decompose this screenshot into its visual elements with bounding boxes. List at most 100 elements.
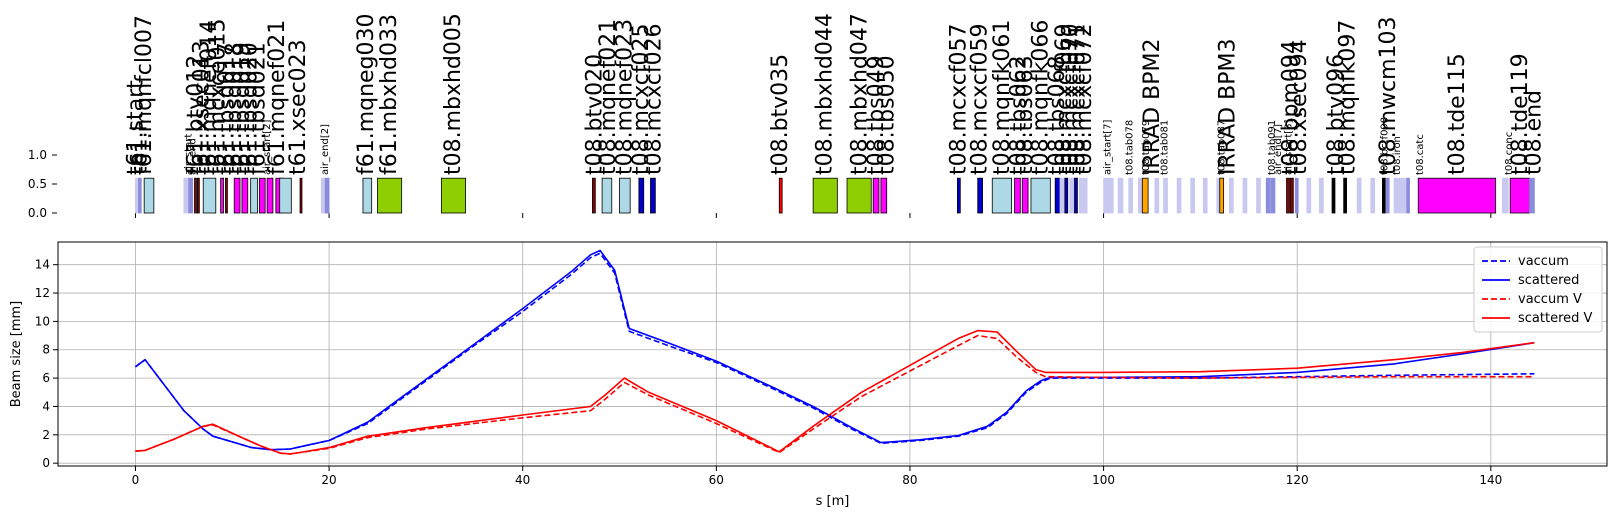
element-label: t08.tbs050: [875, 55, 900, 175]
beamline-element: [188, 177, 193, 214]
y-tick-label: 4: [42, 399, 50, 413]
element-label: t08.tbs049: [864, 55, 889, 175]
element-label: t08.mqnef023: [612, 19, 637, 175]
element-label: t08.mcxcf072: [1072, 23, 1097, 175]
element-label: f61.mbxhd033: [377, 14, 402, 175]
beamline-element: [1190, 177, 1195, 214]
y-tick-label: 6: [42, 371, 50, 385]
element-label: t08.btv020: [582, 54, 607, 175]
beamline-element: [1393, 177, 1407, 214]
element-label: t08.mwcm103: [1376, 16, 1401, 175]
legend-label: vaccum V: [1518, 292, 1582, 307]
legend-label: vaccum: [1518, 254, 1569, 269]
beamline-element: [1117, 177, 1124, 214]
element-label: t08.bpm094: [1278, 40, 1303, 175]
element-label: t08.mbxhd047: [848, 13, 873, 175]
x-tick-label: 40: [515, 473, 530, 487]
beamline-element: [1229, 177, 1234, 214]
series-line: [134, 252, 1535, 451]
beamline-element: [1381, 177, 1386, 214]
element-label: f61.mcxce015: [206, 19, 231, 176]
beamline-element: [1069, 177, 1075, 214]
beamline-element: [1270, 177, 1276, 214]
x-tick-label: 60: [709, 473, 724, 487]
element-label: t08.tab081: [1160, 120, 1171, 175]
element-label: t08.mcxcf025: [629, 23, 654, 175]
beam-size-plot-panel: 0 20 40 60 80 100 120 140 0 2 4 6 8 10 12 14 s [m] Beam s…: [9, 241, 1608, 509]
element-label: t08.iron: [1392, 136, 1403, 175]
beamline-element: [440, 177, 466, 214]
element-label: t08.catc: [1415, 134, 1426, 175]
beamline-element: [1319, 177, 1324, 214]
beamline-element: [778, 177, 783, 214]
element-label: t08.btv035: [768, 54, 793, 175]
x-axis-label: s [m]: [816, 494, 850, 509]
element-label: IRRAD BPM3: [1215, 39, 1240, 176]
beamline-element: [1370, 177, 1376, 214]
element-label: f61.xsec013: [189, 40, 214, 175]
beamline-element: [1103, 177, 1114, 214]
element-label: IRRAD BPM2: [1140, 39, 1165, 176]
element-label: t08.tab087: [1217, 120, 1228, 175]
beamline-element: [1141, 177, 1149, 214]
beamline-element: [1078, 177, 1085, 214]
x-tick-label: 0: [132, 473, 140, 487]
beamline-element: [1074, 177, 1078, 214]
element-label: t61.start: [123, 80, 148, 175]
beamline-element: [650, 177, 656, 214]
beamline-element: [1306, 177, 1312, 214]
element-label: air_start[7]: [1102, 119, 1113, 175]
legend: vaccum scattered vaccum V scattered V: [1473, 246, 1603, 333]
beamline-element: [258, 177, 266, 214]
beamline-element: [362, 177, 373, 214]
layout-ytick-label: 0.0: [28, 206, 47, 220]
element-label: air_start: [184, 134, 195, 175]
layout-ytick-label: 1.0: [28, 148, 47, 162]
element-label: t08.mqnfk066: [1029, 20, 1054, 175]
beamline-element: [266, 177, 274, 214]
y-tick-label: 8: [42, 343, 50, 357]
element-label: f61.tbsd020: [238, 42, 263, 175]
element-label: t08.tbs063: [1013, 55, 1038, 175]
beamline-element: [299, 177, 303, 214]
y-tick-label: 14: [35, 258, 50, 272]
element-label: f61.tbsd019: [230, 42, 255, 175]
element-label: t08.tbs068: [1045, 55, 1070, 175]
beamline-element: [233, 177, 241, 214]
beamline-element: [143, 177, 155, 214]
x-tick-label: 20: [321, 473, 336, 487]
beamline-element: [1242, 177, 1248, 214]
element-label: t08.tde119: [1508, 53, 1533, 175]
element-label: t08.xsec094: [1287, 39, 1312, 175]
x-tick-label: 80: [902, 473, 917, 487]
plot-frame: [57, 241, 1608, 467]
beamline-element: [1417, 177, 1497, 214]
beamline-element: [1054, 177, 1061, 214]
element-label: t08.btv096: [1324, 54, 1349, 175]
beamline-element: [377, 177, 403, 214]
beamline-element: [137, 177, 142, 214]
x-tick-label: 140: [1479, 473, 1502, 487]
beamline-element: [592, 177, 596, 214]
series-line: [135, 334, 1535, 455]
element-label: t08.mcxcf070: [1059, 23, 1084, 175]
beamline-element: [619, 177, 631, 214]
beamline-element: [638, 177, 645, 214]
beamline-element: [1290, 177, 1294, 214]
beamline-element: [1286, 177, 1290, 214]
beamline-element: [977, 177, 983, 214]
element-label: f61.mqneg030: [354, 13, 379, 175]
series-line: [134, 249, 1535, 451]
beamline-element: [1128, 177, 1134, 214]
beamline-element: [135, 177, 138, 214]
element-label: air_end[2]: [320, 124, 331, 175]
beamline-element: [1406, 177, 1410, 214]
beamline-element: [241, 177, 249, 214]
element-label: t08.tde115: [1445, 53, 1470, 175]
element-label: air_start[2]: [262, 119, 273, 175]
element-label: t08.tab079: [1141, 120, 1152, 175]
element-label: f61.tbsd021: [245, 42, 270, 175]
beamline-element: [1014, 177, 1021, 214]
element-label: t08.mqnfk061: [990, 20, 1015, 175]
